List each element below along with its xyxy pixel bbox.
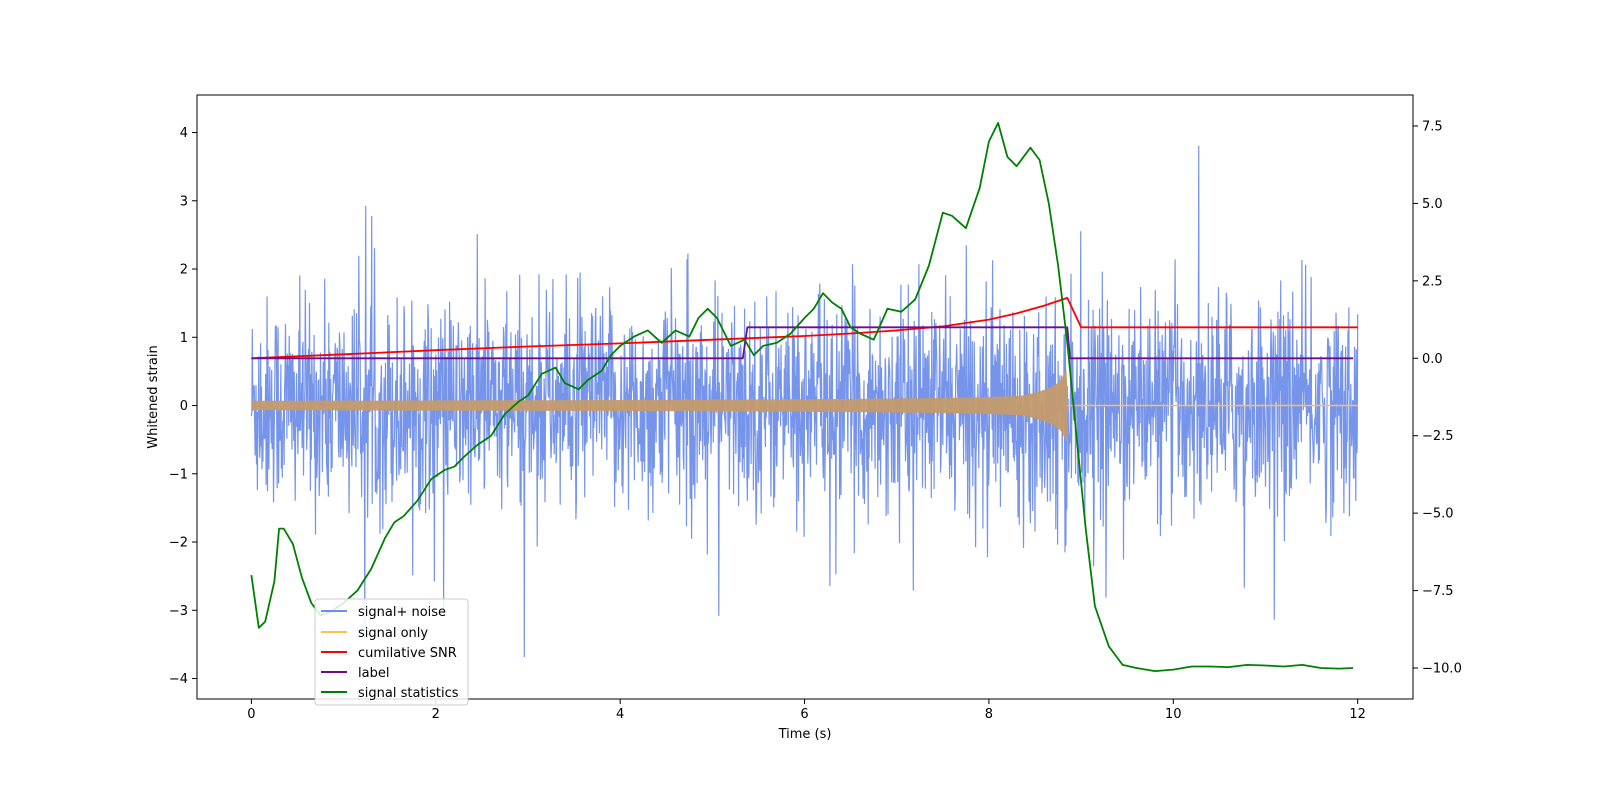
y-axis-left: −4 −3 −2 −1 0 1 2 3 4 xyxy=(169,126,197,687)
y-tick-label-right: 5.0 xyxy=(1422,197,1443,212)
series-cumulative-snr xyxy=(251,297,1358,360)
legend: signal+ noise signal only cumilative SNR… xyxy=(314,598,469,706)
y-tick-label-left: −4 xyxy=(169,672,188,687)
x-axis: 0 2 4 6 8 10 12 xyxy=(247,699,1366,722)
y-tick-label-left: 1 xyxy=(180,331,188,346)
x-tick-label: 2 xyxy=(432,707,440,722)
series-signal-only xyxy=(251,368,1358,443)
y-tick-label-right: −2.5 xyxy=(1422,429,1454,444)
legend-label-signal-only: signal only xyxy=(358,626,428,641)
x-tick-label: 6 xyxy=(800,707,808,722)
legend-label-signal-statistics: signal statistics xyxy=(358,686,459,701)
y-tick-label-left: 0 xyxy=(180,399,188,414)
y-tick-label-right: 7.5 xyxy=(1422,119,1443,134)
y-tick-label-right: 0.0 xyxy=(1422,352,1443,367)
x-tick-label: 4 xyxy=(616,707,624,722)
y-tick-label-right: −5.0 xyxy=(1422,507,1454,522)
y-axis-label-left: Whitened strain xyxy=(146,345,161,448)
legend-label-signal-noise: signal+ noise xyxy=(358,605,446,620)
y-axis-right: −10.0 −7.5 −5.0 −2.5 0.0 2.5 5.0 7.5 xyxy=(1413,119,1462,677)
x-tick-label: 10 xyxy=(1165,707,1182,722)
x-tick-label: 12 xyxy=(1349,707,1366,722)
y-tick-label-left: −2 xyxy=(169,536,188,551)
y-tick-label-left: −1 xyxy=(169,467,188,482)
y-tick-label-right: −10.0 xyxy=(1422,662,1462,677)
x-tick-label: 8 xyxy=(985,707,993,722)
series-layer xyxy=(250,122,1359,672)
series-signal-statistics xyxy=(250,122,1354,672)
x-tick-label: 0 xyxy=(247,707,255,722)
y-tick-label-left: −3 xyxy=(169,604,188,619)
legend-label-cumulative-snr: cumilative SNR xyxy=(358,646,457,661)
legend-box xyxy=(314,598,469,706)
legend-label-label: label xyxy=(358,666,389,681)
y-tick-label-left: 4 xyxy=(180,126,188,141)
series-label xyxy=(251,326,1354,360)
y-tick-label-left: 3 xyxy=(180,194,188,209)
x-axis-label: Time (s) xyxy=(778,727,832,742)
y-tick-label-right: −7.5 xyxy=(1422,584,1454,599)
y-tick-label-right: 2.5 xyxy=(1422,274,1443,289)
y-tick-label-left: 2 xyxy=(180,263,188,278)
